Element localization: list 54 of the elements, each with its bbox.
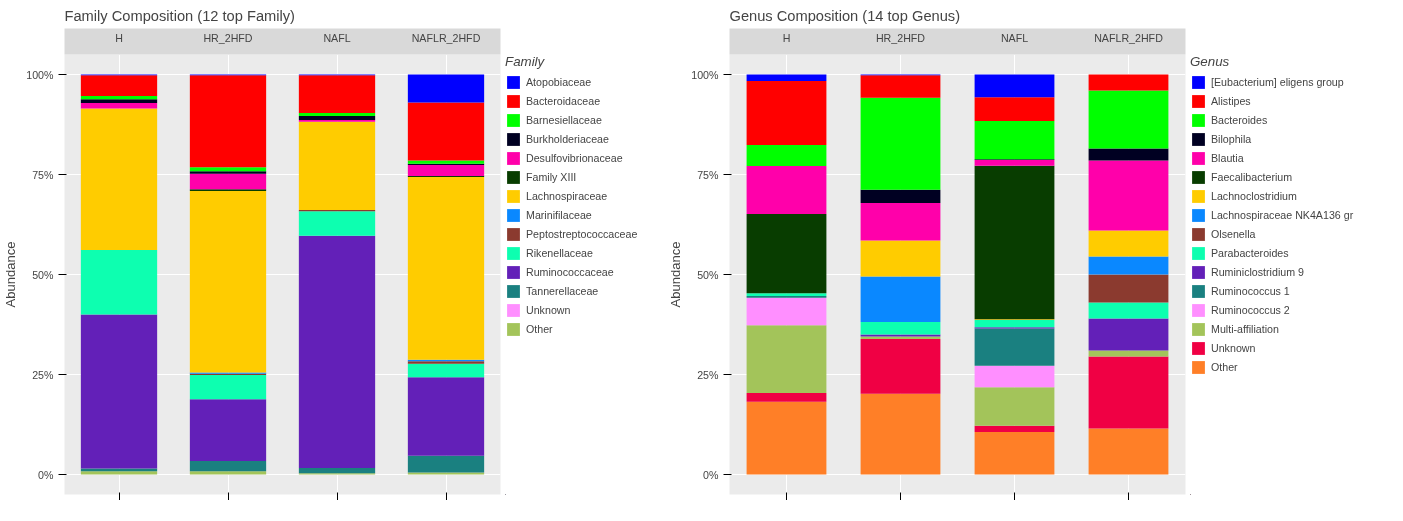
legend-label: [Eubacterium] eligens group bbox=[1211, 75, 1344, 90]
legend-label: Burkholderiaceae bbox=[526, 132, 609, 147]
legend-label: Parabacteroides bbox=[1211, 246, 1289, 261]
legend-label: Tannerellaceae bbox=[526, 284, 599, 299]
x-tick-label: H bbox=[782, 31, 791, 44]
legend-label: Lachnoclostridium bbox=[1211, 189, 1297, 204]
y-tick-label: 50% bbox=[32, 268, 55, 281]
legend-label: Bilophila bbox=[1211, 132, 1252, 147]
legend-label: Unknown bbox=[526, 303, 571, 318]
legend-label: Rikenellaceae bbox=[526, 246, 593, 261]
legend-label: Faecalibacterium bbox=[1211, 170, 1293, 185]
legend-title: Family bbox=[505, 54, 546, 69]
legend-title: Genus bbox=[1190, 54, 1231, 69]
y-tick-label: 75% bbox=[697, 168, 720, 181]
legend-label: Bacteroidaceae bbox=[526, 94, 601, 109]
legend-label: Marinifilaceae bbox=[526, 208, 592, 223]
legend-label: Ruminococcaceae bbox=[526, 265, 614, 280]
x-tick-label: H bbox=[115, 31, 123, 44]
legend-label: Lachnospiraceae bbox=[526, 189, 608, 204]
legend-label: Atopobiaceae bbox=[526, 75, 592, 90]
x-tick-label: HR_2HFD bbox=[875, 31, 926, 44]
x-tick-label: NAFLR_2HFD bbox=[1094, 31, 1164, 44]
y-tick-label: 75% bbox=[32, 168, 55, 181]
legend-label: Other bbox=[526, 322, 553, 337]
y-tick-label: 100% bbox=[691, 68, 720, 81]
x-tick-label: NAFLR_2HFD bbox=[411, 31, 481, 44]
x-tick-label: NAFL bbox=[323, 31, 351, 44]
legend-label: Peptostreptococcaceae bbox=[526, 227, 638, 242]
legend-label: Unknown bbox=[1211, 341, 1256, 356]
chart-title: Genus Composition (14 top Genus) bbox=[729, 7, 961, 24]
legend-label: Blautia bbox=[1211, 151, 1244, 166]
y-axis-title: Abundance bbox=[3, 241, 19, 308]
legend-label: Alistipes bbox=[1211, 94, 1251, 109]
legend-label: Bacteroides bbox=[1211, 113, 1268, 128]
legend-label: Ruminococcus 1 bbox=[1211, 284, 1290, 299]
legend-label: Ruminiclostridium 9 bbox=[1211, 265, 1304, 280]
legend-label: Ruminococcus 2 bbox=[1211, 303, 1290, 318]
chart-title: Family Composition (12 top Family) bbox=[64, 7, 295, 24]
y-tick-label: 50% bbox=[697, 268, 720, 281]
legend-label: Olsenella bbox=[1211, 227, 1256, 242]
y-axis-title: Abundance bbox=[668, 241, 684, 308]
y-tick-label: 25% bbox=[32, 368, 55, 381]
y-tick-label: 25% bbox=[697, 368, 720, 381]
legend-label: Other bbox=[1211, 360, 1238, 375]
legend-label: Lachnospiraceae NK4A136 gr bbox=[1211, 208, 1354, 223]
legend-label: Family XIII bbox=[526, 170, 577, 185]
y-tick-label: 0% bbox=[38, 468, 55, 481]
y-tick-label: 0% bbox=[703, 468, 720, 481]
y-tick-label: 100% bbox=[26, 68, 55, 81]
legend-label: Desulfovibrionaceae bbox=[526, 151, 623, 166]
x-tick-label: HR_2HFD bbox=[203, 31, 253, 44]
legend-label: Barnesiellaceae bbox=[526, 113, 602, 128]
x-tick-label: NAFL bbox=[1000, 31, 1029, 44]
legend-label: Multi-affiliation bbox=[1211, 322, 1279, 337]
